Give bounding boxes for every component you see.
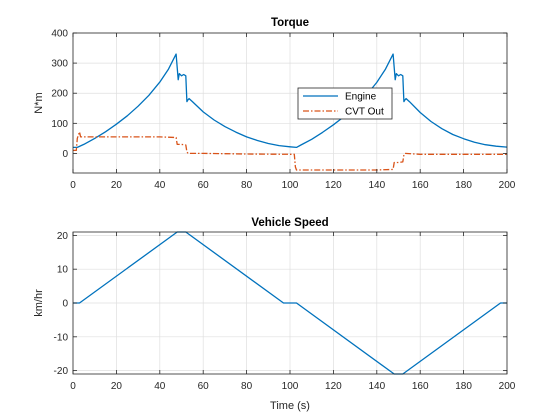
y-tick-label: 400 <box>51 29 68 40</box>
speed-axes: Vehicle Speed km/hr Time (s) 0 20 40 60 80 10… <box>33 217 516 412</box>
x-tick-label: 200 <box>499 381 516 392</box>
x-tick-label: 180 <box>455 180 472 191</box>
x-tick-label: 100 <box>282 381 299 392</box>
x-tick-label: 20 <box>111 180 123 191</box>
y-tick-label: 300 <box>51 59 68 70</box>
x-tick-label: 20 <box>111 381 123 392</box>
torque-ylabel: N*m <box>33 92 45 113</box>
x-tick-label: 0 <box>70 381 76 392</box>
legend-box <box>297 87 393 120</box>
x-tick-label: 0 <box>70 180 76 191</box>
speed-ylabel: km/hr <box>33 289 45 317</box>
x-tick-label: 180 <box>455 381 472 392</box>
engine-series-line <box>73 53 508 149</box>
cvt-out-series-line <box>73 131 507 171</box>
torque-ticks: 0 20 40 60 80 100 120 140 160 180 200 0 100 200 300 400 <box>51 29 515 192</box>
y-tick-label: -10 <box>54 332 69 343</box>
x-tick-label: 120 <box>325 381 342 392</box>
x-tick-label: 140 <box>368 180 385 191</box>
y-tick-label: 200 <box>51 89 68 100</box>
torque-title: Torque <box>271 17 309 29</box>
x-tick-label: 40 <box>154 180 166 191</box>
x-tick-label: 80 <box>241 381 253 392</box>
x-tick-label: 100 <box>282 180 299 191</box>
torque-series-group <box>73 53 508 171</box>
y-tick-label: 10 <box>57 265 69 276</box>
speed-xlabel: Time (s) <box>270 400 310 412</box>
y-tick-label: -20 <box>54 366 69 377</box>
torque-legend: Engine CVT Out <box>297 87 393 120</box>
y-tick-label: 0 <box>62 149 68 160</box>
x-tick-label: 160 <box>412 180 429 191</box>
x-tick-label: 200 <box>499 180 516 191</box>
speed-ticks: 0 20 40 60 80 100 120 140 160 180 200 -20 -10 0 10 20 <box>54 231 516 392</box>
x-tick-label: 60 <box>198 381 210 392</box>
torque-axes: Torque N*m 0 20 40 60 80 100 120 140 160 180 200 0 1… <box>33 17 516 191</box>
x-tick-label: 140 <box>368 381 385 392</box>
speed-title: Vehicle Speed <box>251 217 328 229</box>
y-tick-label: 20 <box>57 231 69 242</box>
y-tick-label: 0 <box>62 299 68 310</box>
speed-series-group <box>73 231 507 375</box>
x-tick-label: 160 <box>412 381 429 392</box>
legend-cvt-label: CVT Out <box>345 107 384 118</box>
legend-engine-label: Engine <box>345 92 377 103</box>
x-tick-label: 40 <box>154 381 166 392</box>
y-tick-label: 100 <box>51 119 68 130</box>
x-tick-label: 60 <box>198 180 210 191</box>
x-tick-label: 80 <box>241 180 253 191</box>
speed-series-line <box>73 231 507 375</box>
x-tick-label: 120 <box>325 180 342 191</box>
